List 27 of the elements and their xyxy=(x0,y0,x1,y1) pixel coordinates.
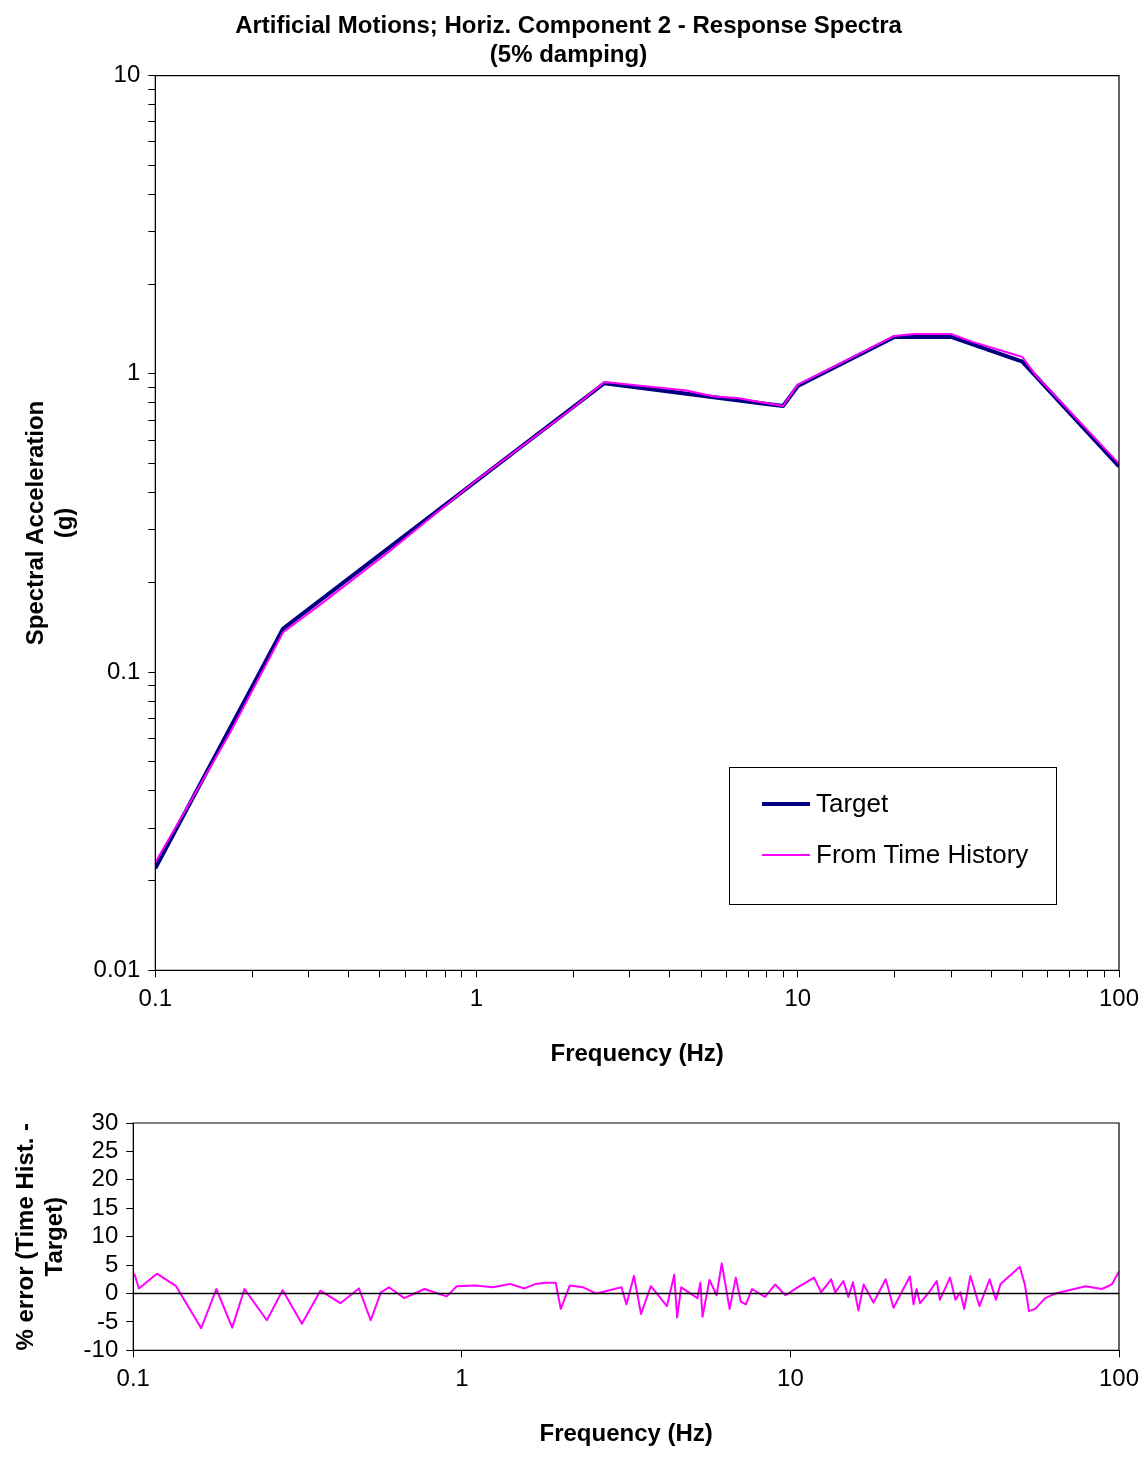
chart-title: Artificial Motions; Horiz. Component 2 - Response Spectra (5% damping) xyxy=(235,11,903,67)
y-axis-title: % error (Time Hist. - Target) xyxy=(11,1122,67,1351)
x-tick-label: 100 xyxy=(1098,984,1140,1012)
y-tick-label: -10 xyxy=(83,1335,119,1363)
x-axis-title: Frequency (Hz) xyxy=(550,1039,724,1067)
x-tick-label: 10 xyxy=(784,984,812,1012)
y-tick-label: 1 xyxy=(126,358,141,386)
x-tick-label: 10 xyxy=(777,1364,804,1392)
x-tick-label: 100 xyxy=(1098,1364,1140,1392)
y-tick-label: 25 xyxy=(91,1136,119,1164)
x-tick-label: 1 xyxy=(469,984,484,1012)
y-axis-title: Spectral Acceleration (g) xyxy=(21,400,77,646)
y-tick-label: 10 xyxy=(113,60,141,88)
x-tick-label: 1 xyxy=(455,1364,469,1392)
y-tick-label: 10 xyxy=(91,1221,119,1249)
y-tick-label: 15 xyxy=(91,1192,119,1220)
legend-label: From Time History xyxy=(816,839,1029,871)
x-axis-title: Frequency (Hz) xyxy=(539,1419,713,1447)
x-tick-label: 0.1 xyxy=(138,984,172,1012)
y-tick-label: 0.1 xyxy=(106,656,141,684)
legend-label: Target xyxy=(816,788,889,820)
y-tick-label: 30 xyxy=(91,1107,119,1135)
y-tick-label: 0.01 xyxy=(93,955,141,983)
y-tick-label: 0 xyxy=(104,1278,119,1306)
y-tick-label: 5 xyxy=(104,1249,119,1277)
y-tick-label: 20 xyxy=(91,1164,119,1192)
y-tick-label: -5 xyxy=(96,1306,119,1334)
